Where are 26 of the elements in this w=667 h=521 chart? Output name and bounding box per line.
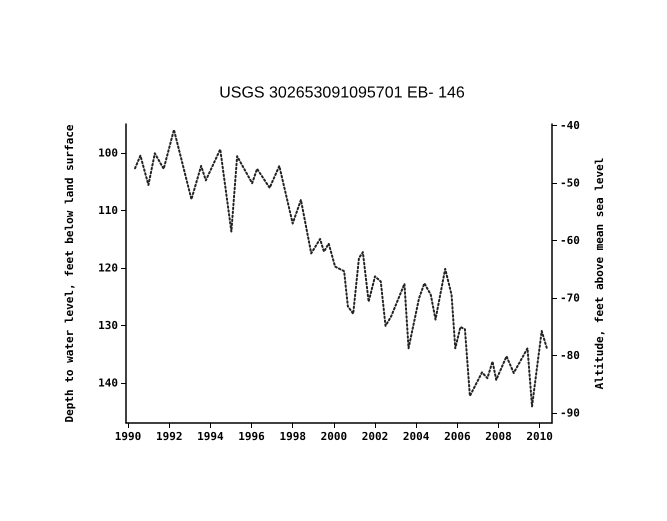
x-tick-label: 2000 — [320, 430, 348, 443]
y-tick-label: 130 — [98, 318, 118, 332]
y2-tick-label: -70 — [560, 292, 580, 305]
x-tick-label: 2002 — [362, 430, 388, 443]
x-tick-label: 2004 — [402, 430, 430, 443]
y2-axis-title: Altitude, feet above mean sea level — [593, 158, 606, 390]
y2-tick-label: -60 — [560, 234, 580, 248]
x-tick-label: 1992 — [156, 430, 182, 443]
x-tick-label: 1996 — [238, 430, 266, 443]
y2-tick-label: -90 — [560, 406, 580, 420]
x-tick-label: 2006 — [444, 430, 471, 443]
y-tick-label: 140 — [98, 376, 118, 390]
y2-tick-label: -80 — [560, 349, 580, 362]
y2-tick-label: -40 — [560, 119, 580, 132]
y-axis-title: Depth to water level, feet below land surface — [63, 124, 76, 423]
y-tick-label: 110 — [98, 204, 118, 217]
line-series — [134, 128, 548, 408]
y-tick-label: 120 — [98, 261, 118, 274]
chart-title: USGS 302653091095701 EB- 146 — [219, 84, 465, 102]
x-tick-label: 2010 — [526, 430, 553, 443]
y-tick-label: 100 — [98, 146, 118, 160]
x-tick-label: 1990 — [114, 430, 142, 443]
y2-tick-label: -50 — [560, 176, 580, 190]
x-tick-label: 1994 — [197, 430, 224, 443]
x-tick-label: 1998 — [279, 430, 306, 443]
x-tick-label: 2008 — [485, 430, 512, 443]
